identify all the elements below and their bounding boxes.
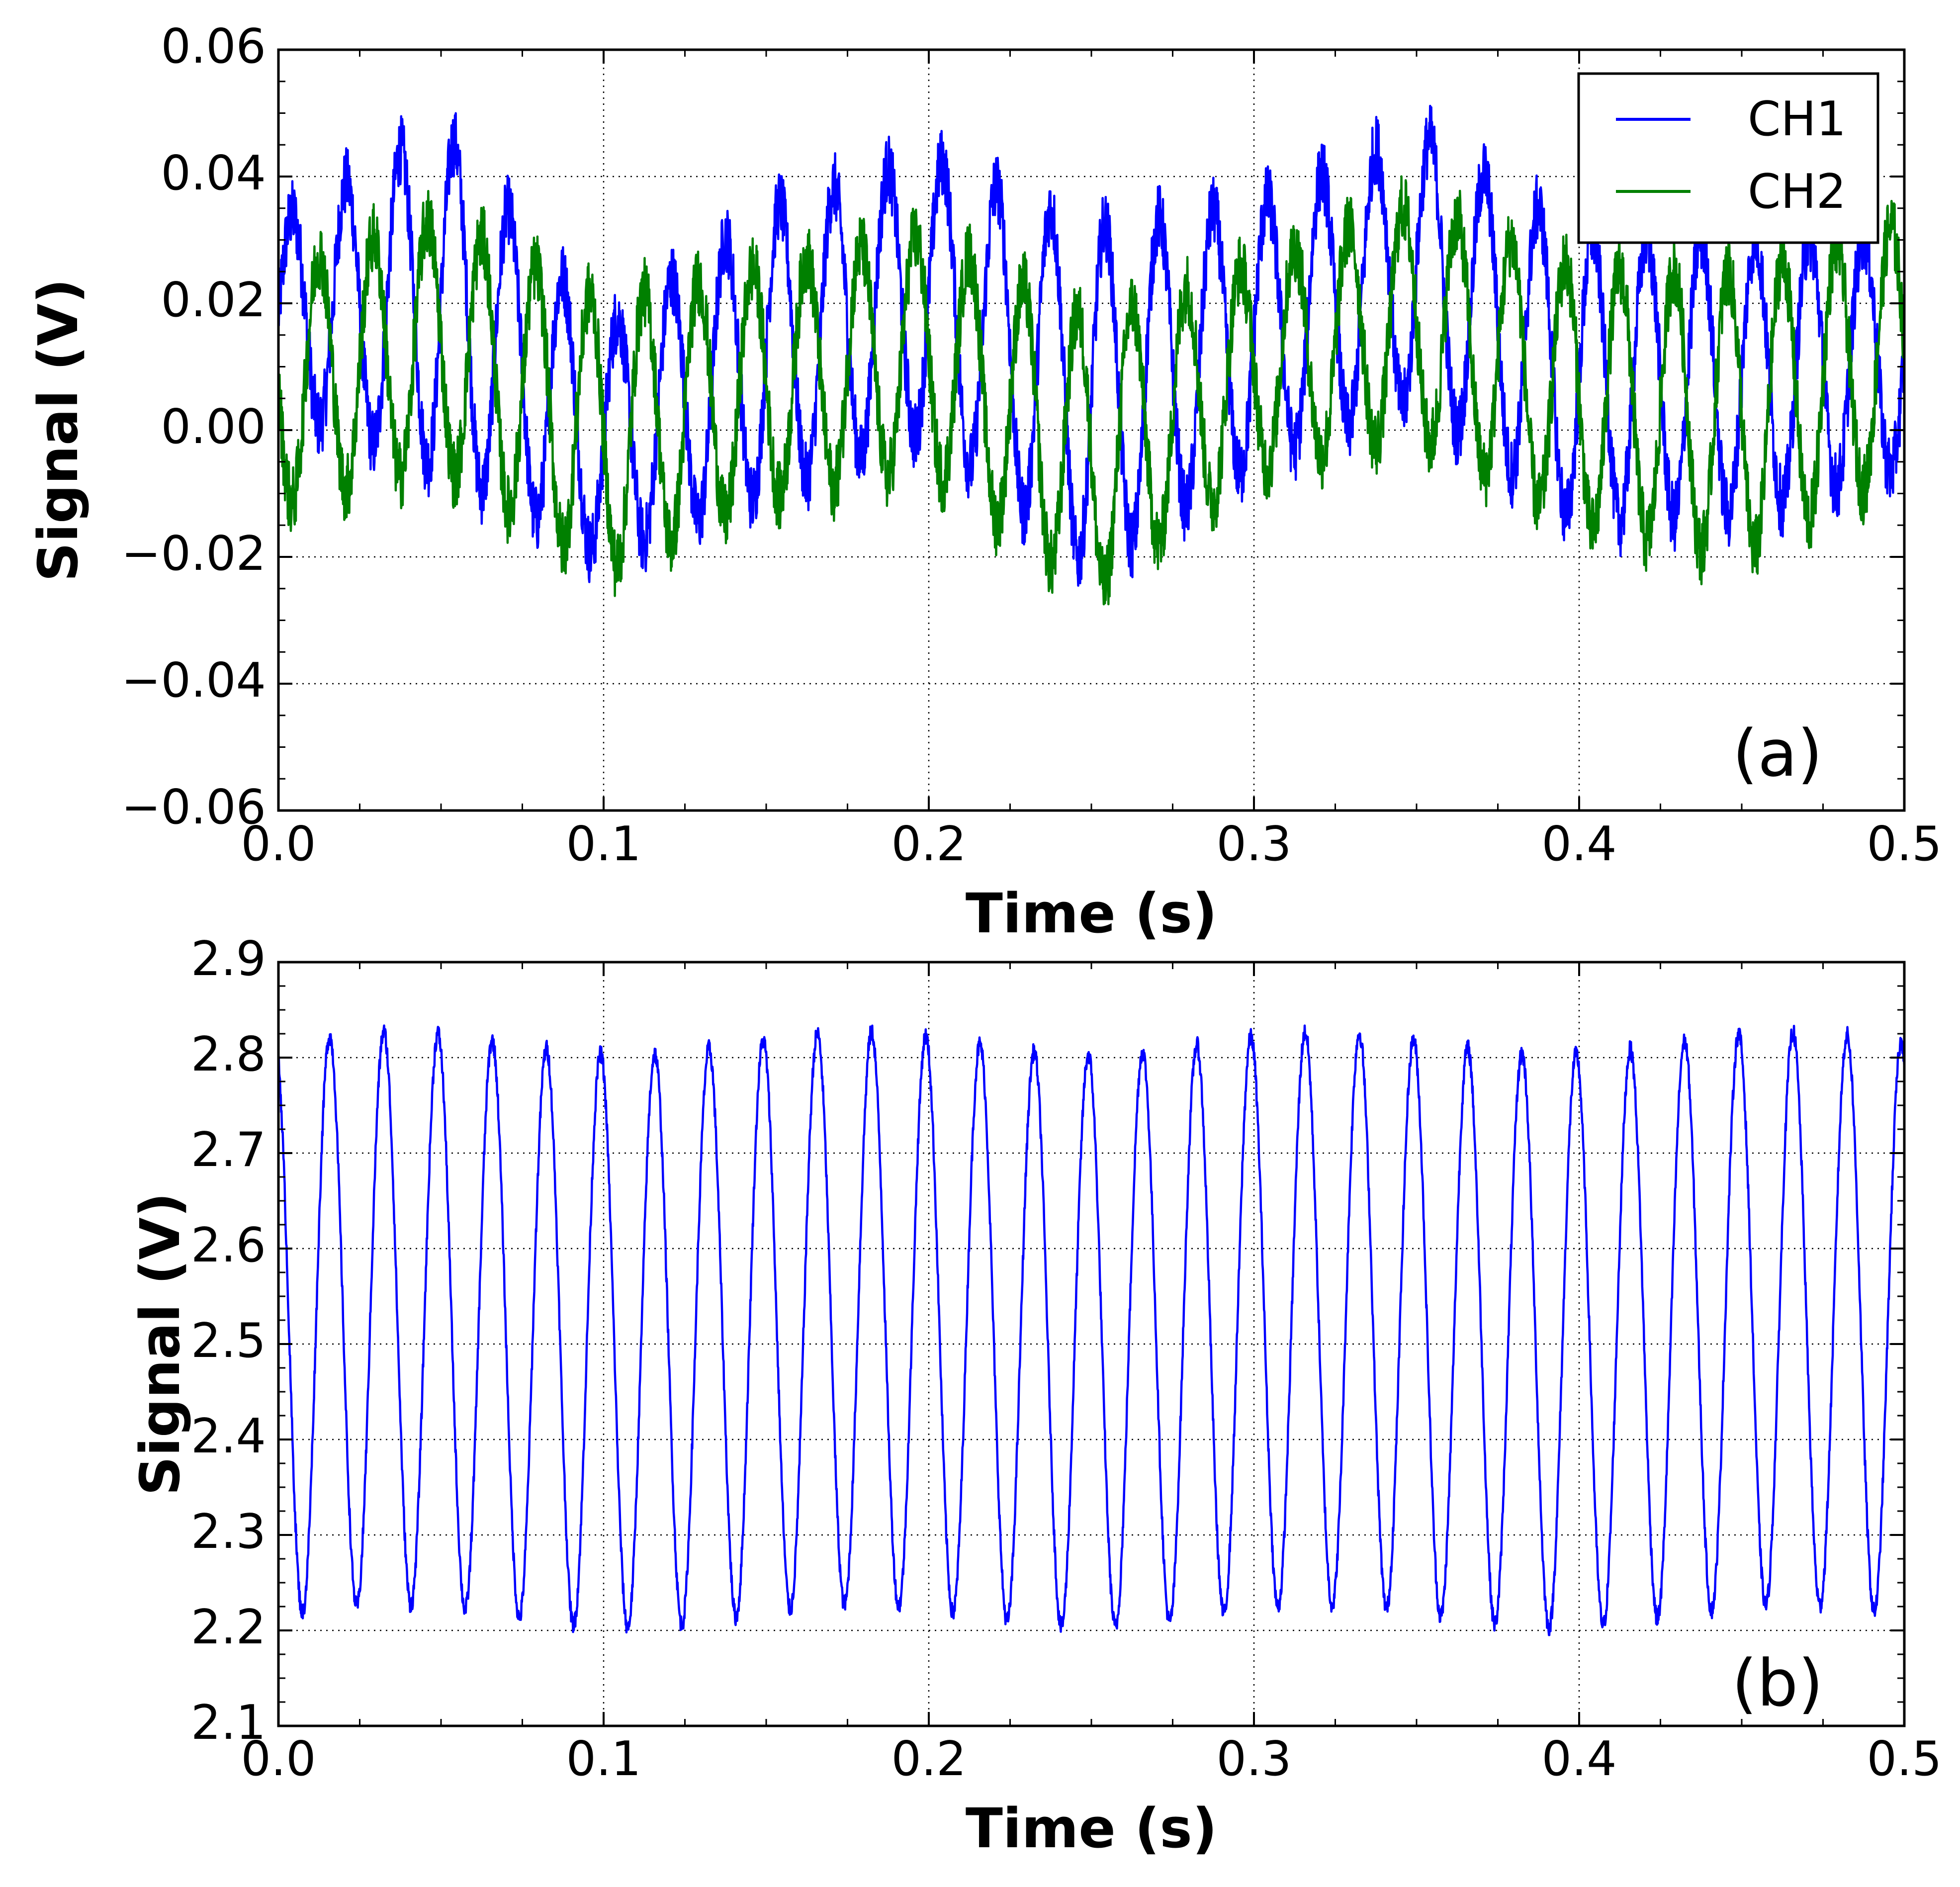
x-tick-label: 0.3 — [1216, 1732, 1291, 1787]
x-tick-label: 0.1 — [566, 817, 641, 872]
legend-box — [1577, 72, 1879, 244]
y-tick-label: −0.02 — [121, 527, 266, 581]
y-tick-label: 0.04 — [161, 146, 266, 201]
y-axis-title: Signal (V) — [26, 278, 90, 582]
y-tick-label: 2.5 — [191, 1314, 266, 1368]
x-tick-label: 0.0 — [241, 1732, 316, 1787]
y-tick-label: 2.3 — [191, 1505, 266, 1559]
x-tick-label: 0.1 — [566, 1732, 641, 1787]
series-ch2-group — [277, 175, 1906, 606]
x-tick-label: 0.5 — [1867, 1732, 1942, 1787]
y-tick-label: 2.6 — [191, 1218, 266, 1273]
y-tick-label: 0.00 — [161, 400, 266, 454]
y-tick-label: −0.06 — [121, 780, 266, 835]
y-axis-title: Signal (V) — [128, 1192, 192, 1496]
x-tick-label: 0.2 — [891, 1732, 966, 1787]
y-tick-label: −0.04 — [121, 653, 266, 708]
series-signal-line — [277, 1024, 1906, 1636]
y-tick-label: 2.7 — [191, 1123, 266, 1177]
legend: CH1 CH2 — [1577, 72, 1879, 244]
ticks-a — [277, 49, 1905, 811]
y-tick-label: 0.02 — [161, 273, 266, 328]
chart-panel-b: 2.9 2.8 2.7 2.6 2.5 2.4 2.3 2.2 2.1 0.0 … — [128, 932, 1942, 1860]
y-tick-label: 2.9 — [191, 932, 266, 987]
legend-label-ch2: CH2 — [1748, 165, 1846, 219]
y-tick-label: 2.2 — [191, 1600, 266, 1655]
x-axis-title: Time (s) — [966, 882, 1217, 945]
x-tick-label: 0.0 — [241, 817, 316, 872]
x-axis-title: Time (s) — [966, 1797, 1217, 1860]
panel-label: (b) — [1732, 1645, 1823, 1721]
series-signal-group — [277, 1024, 1906, 1636]
x-tick-label: 0.4 — [1541, 1732, 1616, 1787]
y-tick-label: 2.1 — [191, 1696, 266, 1750]
y-tick-label: 2.8 — [191, 1027, 266, 1082]
chart-panel-a: 0.06 0.04 0.02 0.00 −0.02 −0.04 −0.06 0.… — [26, 19, 1942, 945]
x-tick-label: 0.4 — [1541, 817, 1616, 872]
y-tick-label: 2.4 — [191, 1409, 266, 1464]
legend-label-ch1: CH1 — [1748, 92, 1846, 147]
x-tick-label: 0.2 — [891, 817, 966, 872]
series-ch2-line — [277, 175, 1906, 606]
x-tick-label: 0.3 — [1216, 817, 1291, 872]
grid-b — [278, 962, 1904, 1726]
panel-label: (a) — [1732, 716, 1822, 791]
y-tick-label: 0.06 — [161, 19, 266, 74]
ticks-b — [277, 961, 1905, 1727]
x-tick-label: 0.5 — [1867, 817, 1942, 872]
